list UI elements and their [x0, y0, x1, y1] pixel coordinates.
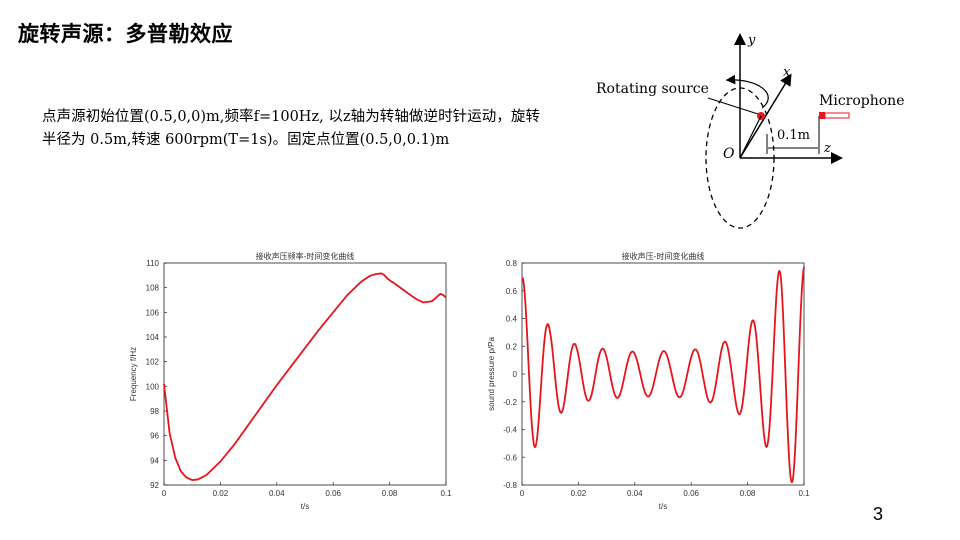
series-line	[521, 266, 805, 484]
x-axis	[739, 73, 792, 159]
source-arm	[739, 115, 762, 159]
microphone-label: Microphone	[819, 93, 904, 109]
y-tick-label: 106	[146, 308, 160, 317]
x-axis-label: x	[783, 65, 791, 80]
distance-label: 0.1m	[777, 128, 810, 143]
y-tick-label: -0.6	[503, 453, 517, 462]
chart-title: 接收声压频率-时间变化曲线	[256, 251, 355, 261]
x-tick-label: 0.08	[382, 489, 398, 498]
x-tick-label: 0.02	[213, 489, 229, 498]
y-tick-label: 94	[150, 456, 159, 465]
x-tick-label: 0.04	[627, 489, 643, 498]
problem-description: 点声源初始位置(0.5,0,0)m,频率f=100Hz, 以z轴为转轴做逆时针运…	[42, 109, 540, 148]
y-tick-label: -0.4	[503, 426, 517, 435]
y-tick-label: 96	[150, 432, 159, 441]
y-tick-label: 0	[513, 370, 518, 379]
x-tick-label: 0.04	[269, 489, 285, 498]
x-axis-label: t/s	[659, 502, 667, 511]
plot-area	[521, 262, 805, 486]
x-tick-label: 0	[162, 489, 167, 498]
y-tick-label: 0.8	[506, 259, 518, 268]
rotating-source-label: Rotating source	[596, 81, 709, 97]
y-axis-label: Frequency f/Hz	[129, 347, 138, 401]
y-axis-label: sound pressure p/Pa	[487, 337, 496, 411]
pressure-time-chart: 接收声压-时间变化曲线 0 0.02 0.04 0.06 0.08 0.1 -0.8 -0.6 -…	[478, 248, 818, 518]
x-tick-label: 0.08	[740, 489, 756, 498]
microphone-body	[824, 112, 850, 119]
y-tick-label: 0.6	[506, 287, 518, 296]
y-tick-label: 108	[146, 284, 160, 293]
x-tick-label: 0	[520, 489, 525, 498]
y-tick-label: 0.2	[506, 342, 518, 351]
x-tick-label: 0.06	[683, 489, 699, 498]
frequency-time-chart: 接收声压频率-时间变化曲线 0 0.02 0.04 0.06 0.08 0.1 92 94 96 9…	[120, 248, 460, 518]
z-axis-label: z	[823, 141, 831, 156]
y-tick-label: 110	[146, 259, 159, 268]
rotating-source-leader	[707, 97, 759, 115]
y-tick-label: -0.2	[503, 398, 517, 407]
y-tick-label: 0.4	[506, 315, 518, 324]
y-tick-label: -0.8	[503, 481, 517, 490]
microphone-head	[819, 112, 825, 119]
x-tick-label: 0.1	[798, 489, 810, 498]
x-tick-label: 0.02	[571, 489, 587, 498]
y-tick-label: 98	[150, 407, 159, 416]
series-line	[163, 272, 447, 481]
plot-area	[163, 262, 447, 486]
origin-label: O	[723, 146, 735, 162]
y-tick-label: 102	[146, 358, 160, 367]
rotating-source-diagram: y x z O Rotating source 0.1m Microphone	[596, 33, 904, 229]
y-tick-label: 92	[150, 481, 159, 490]
x-axis-label: t/s	[301, 502, 309, 511]
y-tick-label: 104	[146, 333, 160, 342]
y-tick-label: 100	[146, 382, 160, 391]
slide-title: 旋转声源：多普勒效应	[18, 22, 233, 46]
y-axis-label: y	[747, 33, 756, 48]
x-tick-label: 0.1	[440, 489, 452, 498]
chart-svg: 接收声压频率-时间变化曲线 0 0.02 0.04 0.06 0.08 0.1 92 94 96 9…	[129, 251, 452, 511]
rotation-arrow	[725, 74, 769, 109]
chart-title: 接收声压-时间变化曲线	[622, 251, 705, 261]
page-number: 3	[873, 504, 884, 524]
chart-svg: 接收声压-时间变化曲线 0 0.02 0.04 0.06 0.08 0.1 -0.8 -0.6 -…	[487, 251, 810, 511]
x-tick-label: 0.06	[325, 489, 341, 498]
